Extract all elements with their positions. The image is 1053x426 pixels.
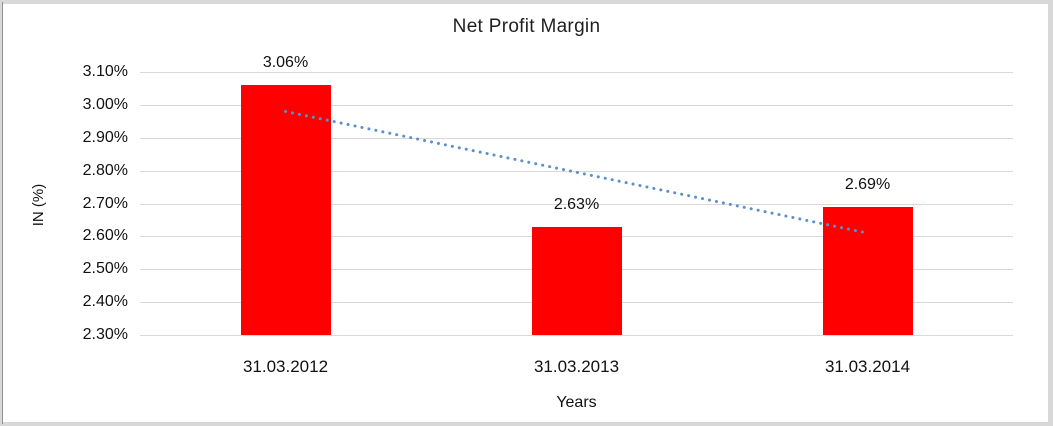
- y-tick-label: 2.70%: [82, 194, 128, 212]
- y-tick-label: 2.80%: [82, 161, 128, 179]
- y-tick-label: 2.60%: [82, 227, 128, 245]
- chart-title: Net Profit Margin: [452, 16, 601, 37]
- y-tick-label: 2.50%: [82, 260, 128, 278]
- frame-border-right: [1048, 0, 1053, 426]
- bar-value-label: 2.63%: [553, 195, 600, 213]
- bar-value-label: 2.69%: [844, 175, 891, 193]
- gridline: [140, 104, 1013, 106]
- bar: [240, 85, 331, 335]
- frame-border-top: [0, 0, 1053, 4]
- x-tick-label: 31.03.2013: [533, 357, 620, 376]
- y-tick-label: 3.10%: [82, 63, 128, 80]
- y-tick-label: 2.90%: [82, 128, 128, 146]
- gridline: [140, 72, 1013, 73]
- y-tick-label: 2.30%: [82, 326, 128, 343]
- bar: [822, 206, 913, 335]
- bar-value-label: 3.06%: [262, 54, 309, 72]
- frame-border-left: [0, 0, 2, 426]
- x-axis-title: Years: [556, 394, 597, 411]
- frame-border-left-line: [2, 2, 3, 424]
- x-tick-label: 31.03.2012: [242, 357, 329, 376]
- bar: [531, 226, 622, 335]
- frame-border-bottom: [0, 422, 1053, 426]
- y-tick-label: 3.00%: [82, 95, 128, 113]
- gridline: [140, 335, 1013, 336]
- x-tick-label: 31.03.2014: [824, 357, 911, 376]
- y-tick-label: 2.40%: [82, 293, 128, 311]
